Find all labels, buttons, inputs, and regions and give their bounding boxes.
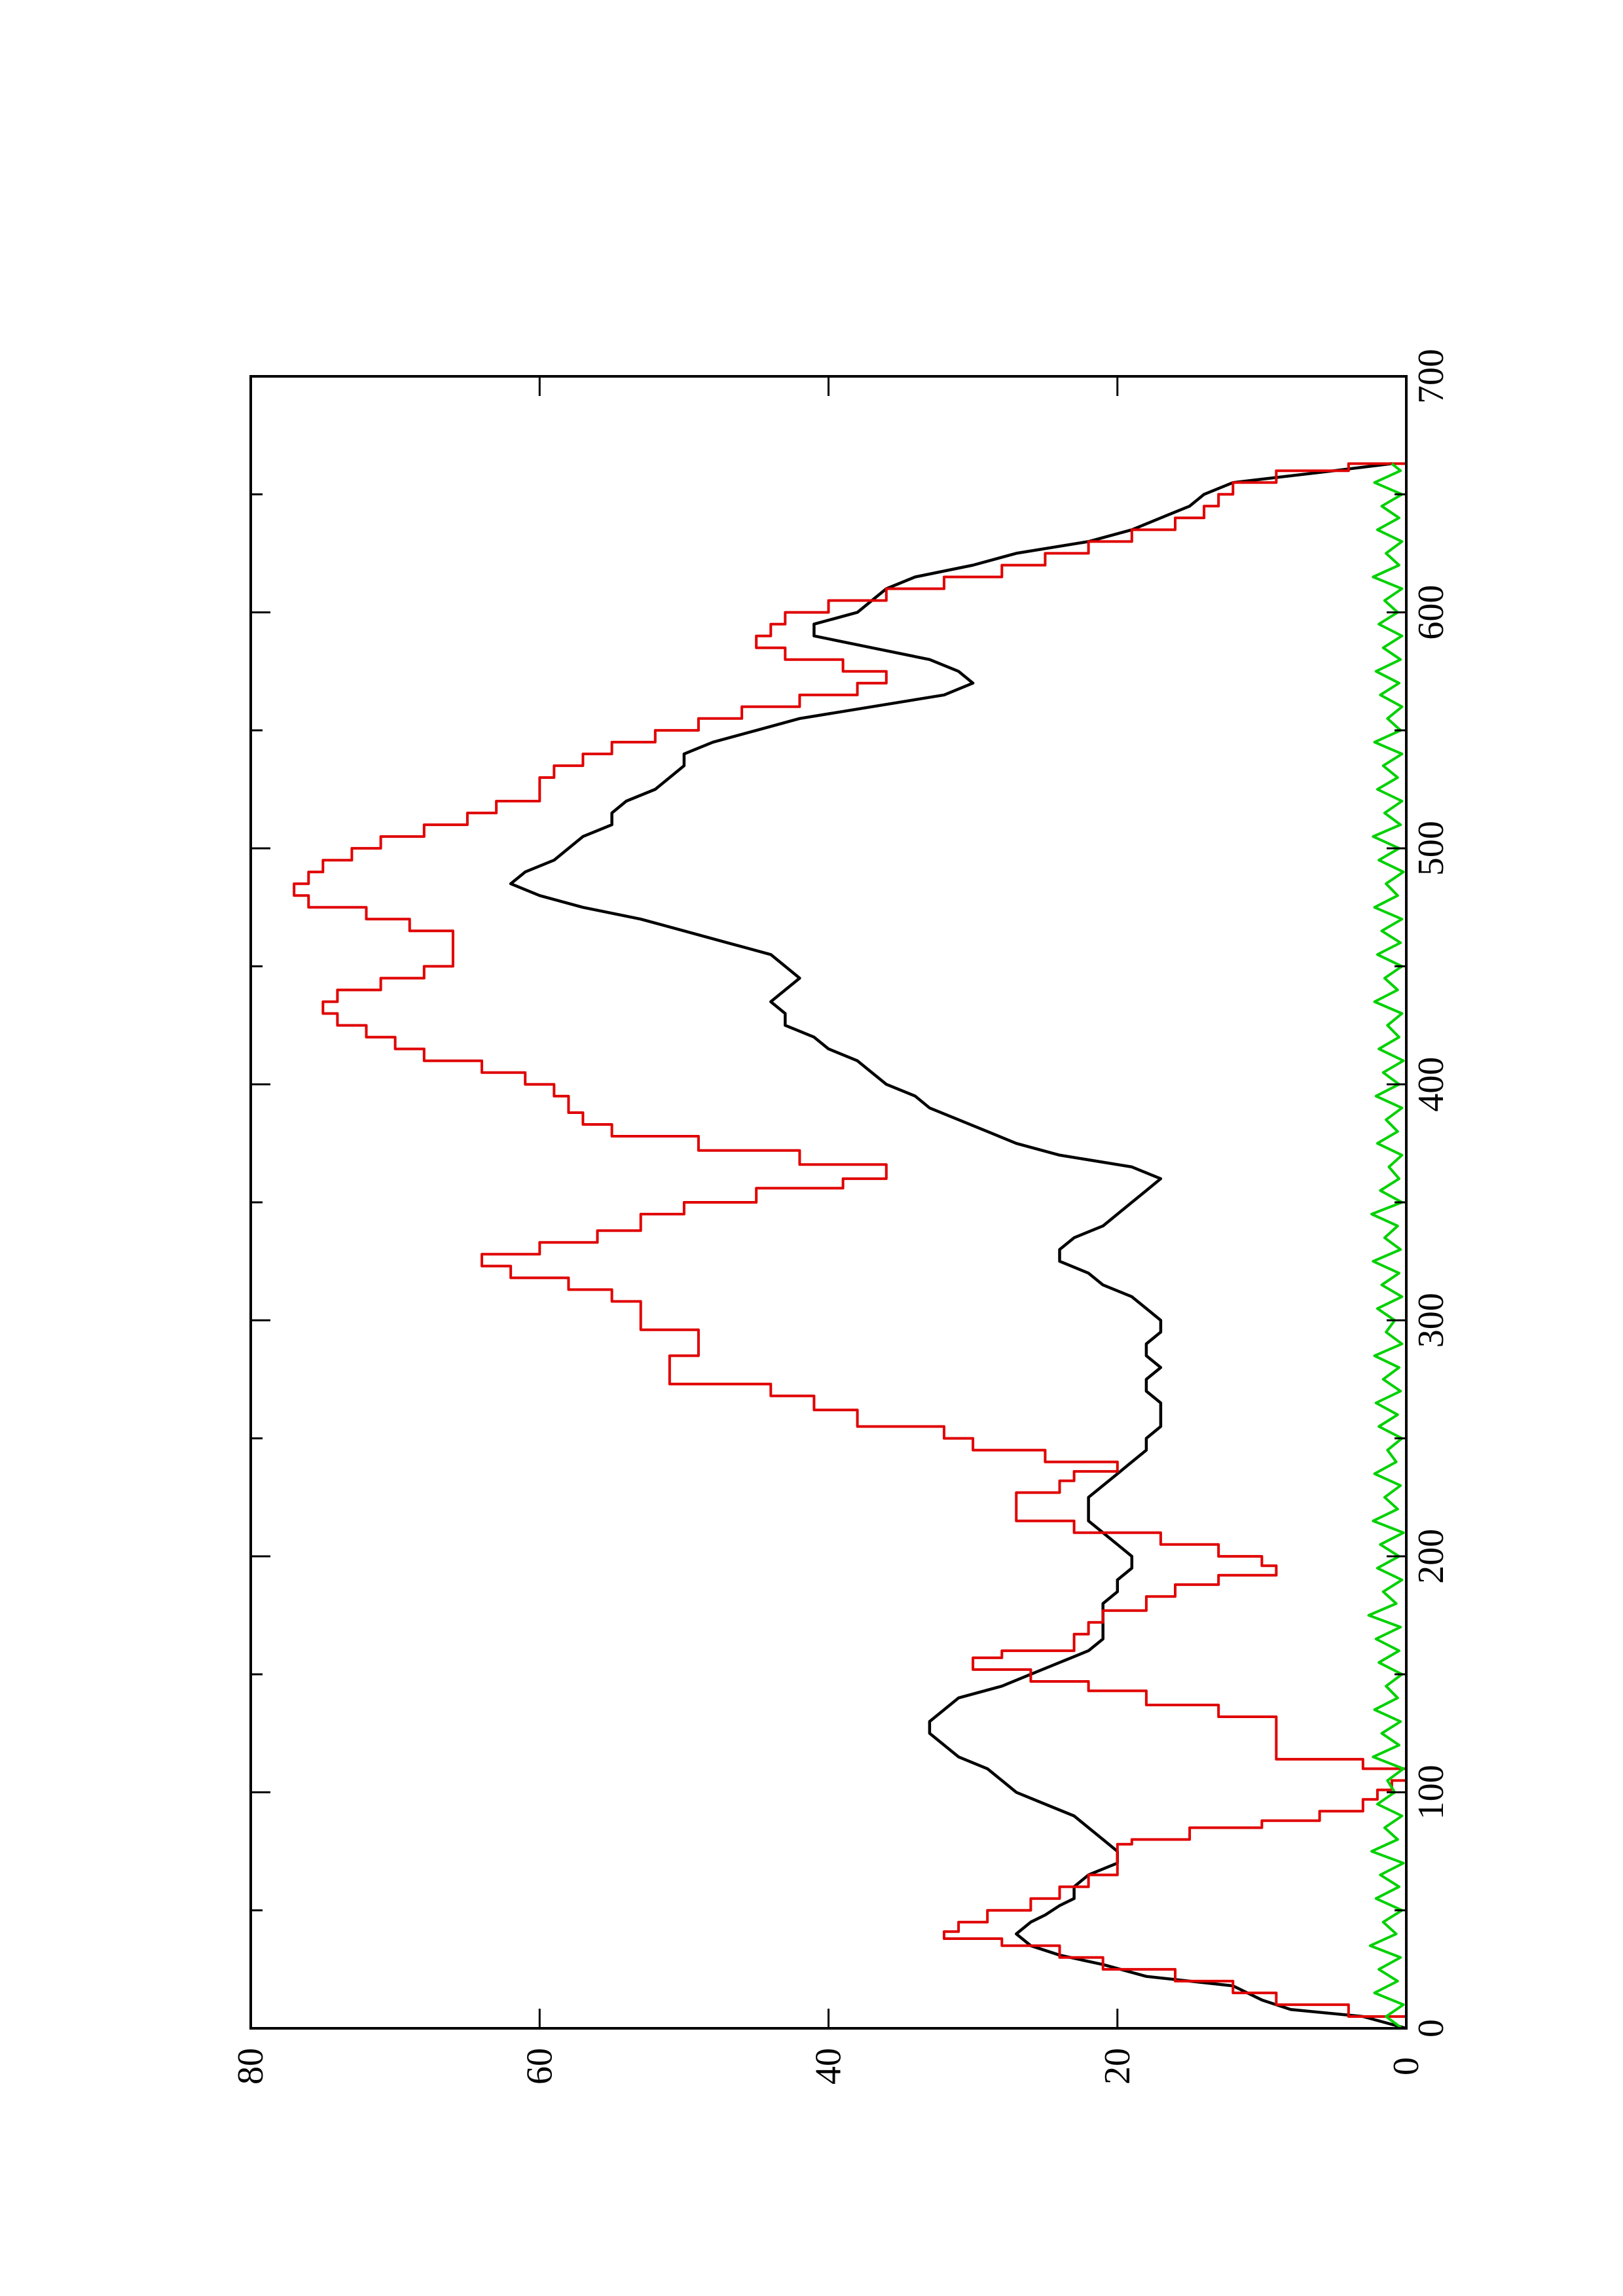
x-tick-label: 600 [1411,585,1451,640]
y-tick-label: 20 [1097,2048,1138,2085]
label-layer: 0 100 200 300 400 500 600 700 0 20 40 60 80 [230,349,1451,2085]
series-line-3 [1367,462,1405,2030]
y-tick-label: 80 [230,2048,271,2085]
x-tick-label: 700 [1411,349,1451,404]
x-tick-label: 400 [1411,1057,1451,1112]
y-tick-label: 0 [1386,2057,1427,2075]
x-tick-label: 200 [1411,1529,1451,1584]
x-tick-label: 0 [1411,2019,1451,2037]
y-tick-label: 40 [809,2048,849,2085]
y-tick-label: 60 [519,2048,560,2085]
series-line-2 [293,462,1408,2028]
x-tick-label: 500 [1411,821,1451,876]
x-tick-label: 100 [1411,1765,1451,1820]
tick-layer [249,375,1408,2030]
series-line-1 [509,462,1407,2030]
x-tick-label: 300 [1411,1293,1451,1348]
series-layer [293,462,1408,2030]
